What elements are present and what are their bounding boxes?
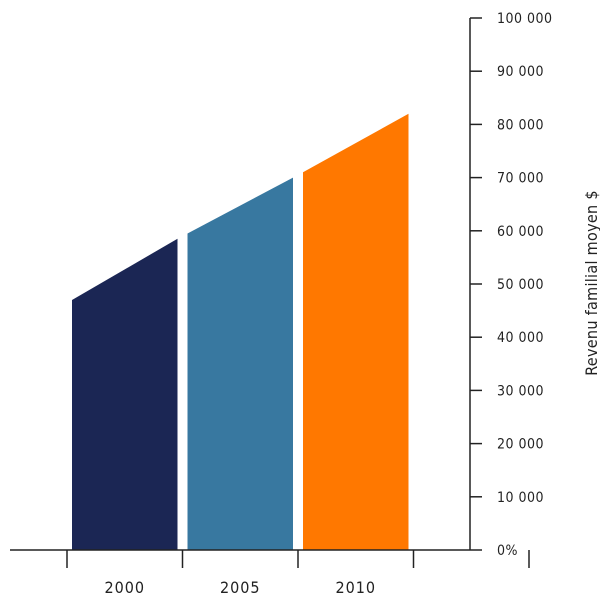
y-tick-label: 80 000 [497,117,544,133]
y-axis-title: Revenu familial moyen $ [582,190,600,376]
x-ticks [66,550,530,568]
y-tick-label: 10 000 [497,490,544,506]
x-tick-label: 2010 [335,578,376,597]
y-tick-label: 100 000 [497,11,553,27]
y-tick-label: 20 000 [497,437,544,453]
y-tick-label: 0% [497,543,518,559]
bars-layer [72,113,409,550]
y-tick-label: 50 000 [497,277,544,293]
x-tick-label: 2005 [220,578,261,597]
bar-2000 [72,238,178,550]
y-ticks: 0% 10 000 20 000 30 000 40 000 50 000 60 000 70… [470,11,553,559]
y-tick-label: 70 000 [497,171,544,187]
y-tick-label: 40 000 [497,330,544,346]
x-tick-label: 2000 [104,578,145,597]
y-tick-label: 30 000 [497,383,544,399]
y-tick-label: 60 000 [497,224,544,240]
y-tick-label: 90 000 [497,64,544,80]
x-tick-labels: 2000 2005 2010 [104,578,376,597]
bar-2010 [303,113,409,550]
bar-2005 [187,177,293,550]
